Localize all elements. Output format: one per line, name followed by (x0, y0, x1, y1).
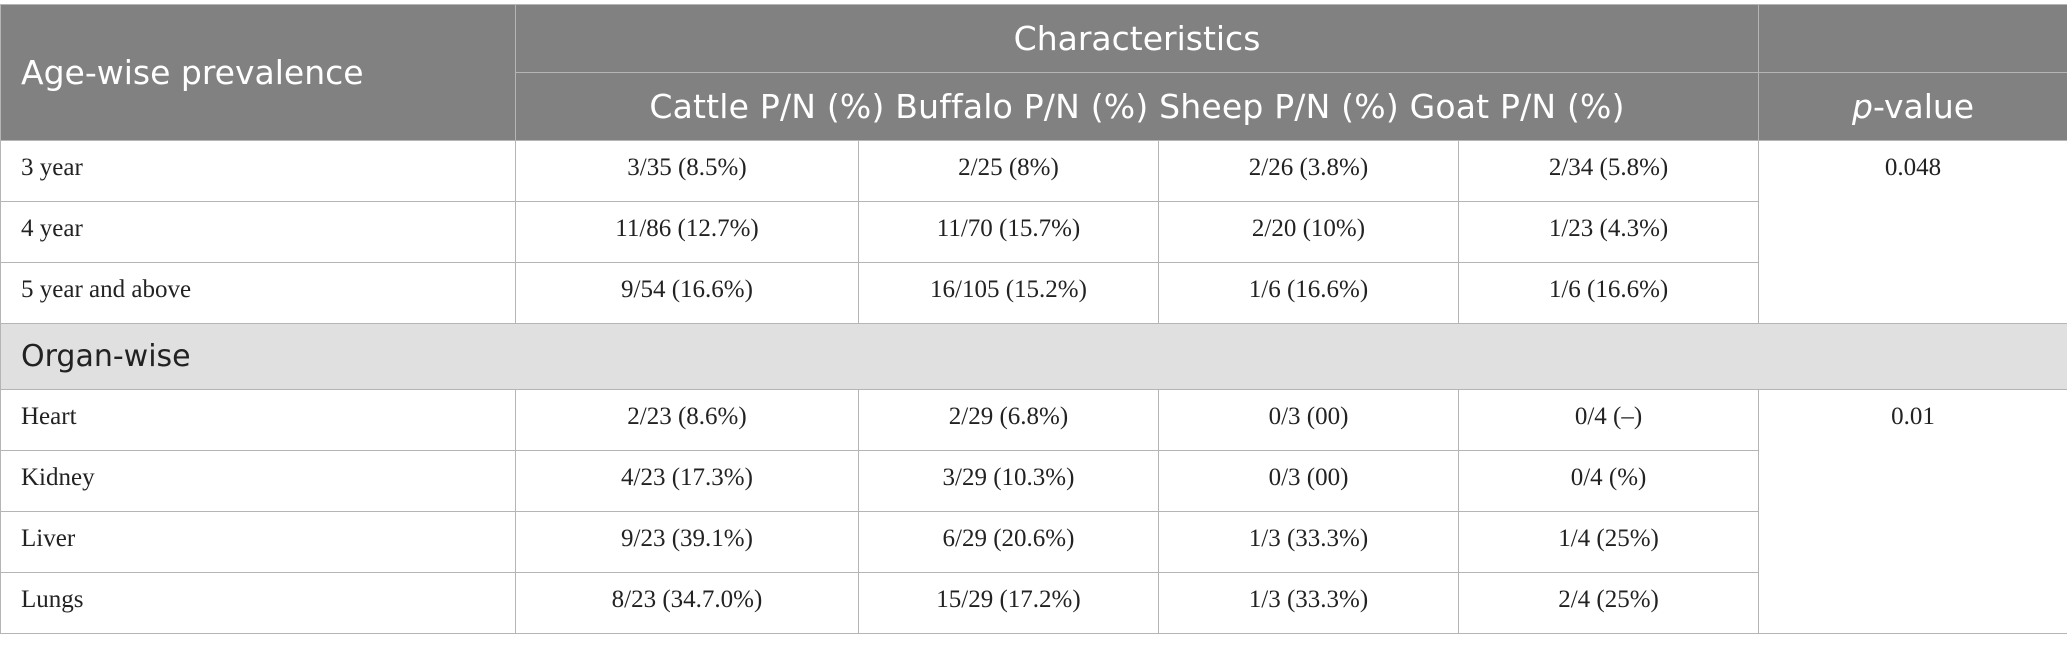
buffalo-cell: 2/29 (6.8%) (858, 389, 1159, 451)
table-row: Lungs 8/23 (34.7.0%) 15/29 (17.2%) 1/3 (… (0, 572, 2067, 634)
sheep-cell: 2/26 (3.8%) (1158, 140, 1459, 202)
table-row: Kidney 4/23 (17.3%) 3/29 (10.3%) 0/3 (00… (0, 450, 2067, 512)
buffalo-cell: 6/29 (20.6%) (858, 511, 1159, 573)
buffalo-cell: 11/70 (15.7%) (858, 201, 1159, 263)
row-header-age-wise-prevalence: Age-wise prevalence (0, 4, 516, 141)
goat-cell: 1/4 (25%) (1457, 511, 1760, 573)
table-body: 3 year 3/35 (8.5%) 2/25 (8%) 2/26 (3.8%)… (0, 140, 2067, 634)
sheep-cell: 2/20 (10%) (1158, 201, 1459, 263)
buffalo-cell: 2/25 (8%) (858, 140, 1159, 202)
sheep-cell: 1/6 (16.6%) (1158, 262, 1459, 324)
sheep-cell: 0/3 (00) (1158, 389, 1459, 451)
pvalue-suffix: -value (1872, 87, 1975, 126)
goat-cell: 1/23 (4.3%) (1457, 201, 1760, 263)
table-row: 4 year 11/86 (12.7%) 11/70 (15.7%) 2/20 … (0, 201, 2067, 263)
age-pvalue-cell: 0.048 (1758, 140, 2067, 324)
sheep-cell: 1/3 (33.3%) (1158, 511, 1459, 573)
buffalo-cell: 3/29 (10.3%) (858, 450, 1159, 512)
goat-cell: 0/4 (%) (1457, 450, 1760, 512)
table-header: Age-wise prevalence Characteristics Catt… (0, 4, 2067, 141)
row-label: Liver (0, 511, 516, 573)
prevalence-table-container: Age-wise prevalence Characteristics Catt… (0, 4, 2067, 634)
header-empty-cell (1758, 4, 2067, 73)
row-label: Kidney (0, 450, 516, 512)
cattle-cell: 8/23 (34.7.0%) (515, 572, 859, 634)
cattle-cell: 9/23 (39.1%) (515, 511, 859, 573)
goat-cell: 1/6 (16.6%) (1457, 262, 1760, 324)
section-row-organ-wise: Organ-wise (0, 323, 2067, 390)
goat-cell: 2/4 (25%) (1457, 572, 1760, 634)
row-label: 4 year (0, 201, 516, 263)
cattle-cell: 3/35 (8.5%) (515, 140, 859, 202)
species-column-headers: Cattle P/N (%) Buffalo P/N (%) Sheep P/N… (514, 72, 1760, 141)
cattle-cell: 9/54 (16.6%) (515, 262, 859, 324)
section-title: Organ-wise (0, 323, 2067, 390)
sheep-cell: 0/3 (00) (1158, 450, 1459, 512)
goat-cell: 2/34 (5.8%) (1457, 140, 1760, 202)
group-header-characteristics: Characteristics (514, 4, 1760, 73)
row-label: Lungs (0, 572, 516, 634)
table-row: Heart 2/23 (8.6%) 2/29 (6.8%) 0/3 (00) 0… (0, 389, 2067, 634)
cattle-cell: 2/23 (8.6%) (515, 389, 859, 451)
cattle-cell: 4/23 (17.3%) (515, 450, 859, 512)
sheep-cell: 1/3 (33.3%) (1158, 572, 1459, 634)
row-label: 5 year and above (0, 262, 516, 324)
row-label: 3 year (0, 140, 516, 202)
pvalue-column-header: p-value (1758, 72, 2067, 141)
buffalo-cell: 16/105 (15.2%) (858, 262, 1159, 324)
organ-pvalue-cell: 0.01 (1758, 389, 2067, 634)
prevalence-table: Age-wise prevalence Characteristics Catt… (0, 4, 2067, 634)
header-row-2: Cattle P/N (%) Buffalo P/N (%) Sheep P/N… (1, 72, 2067, 141)
table-row: 5 year and above 9/54 (16.6%) 16/105 (15… (0, 262, 2067, 324)
table-row: 3 year 3/35 (8.5%) 2/25 (8%) 2/26 (3.8%)… (0, 140, 2067, 324)
header-row-1: Age-wise prevalence Characteristics (0, 4, 2067, 141)
goat-cell: 0/4 (–) (1457, 389, 1760, 451)
table-row: Liver 9/23 (39.1%) 6/29 (20.6%) 1/3 (33.… (0, 511, 2067, 573)
row-label: Heart (0, 389, 516, 451)
buffalo-cell: 15/29 (17.2%) (858, 572, 1159, 634)
cattle-cell: 11/86 (12.7%) (515, 201, 859, 263)
pvalue-italic-p: p (1851, 87, 1873, 126)
